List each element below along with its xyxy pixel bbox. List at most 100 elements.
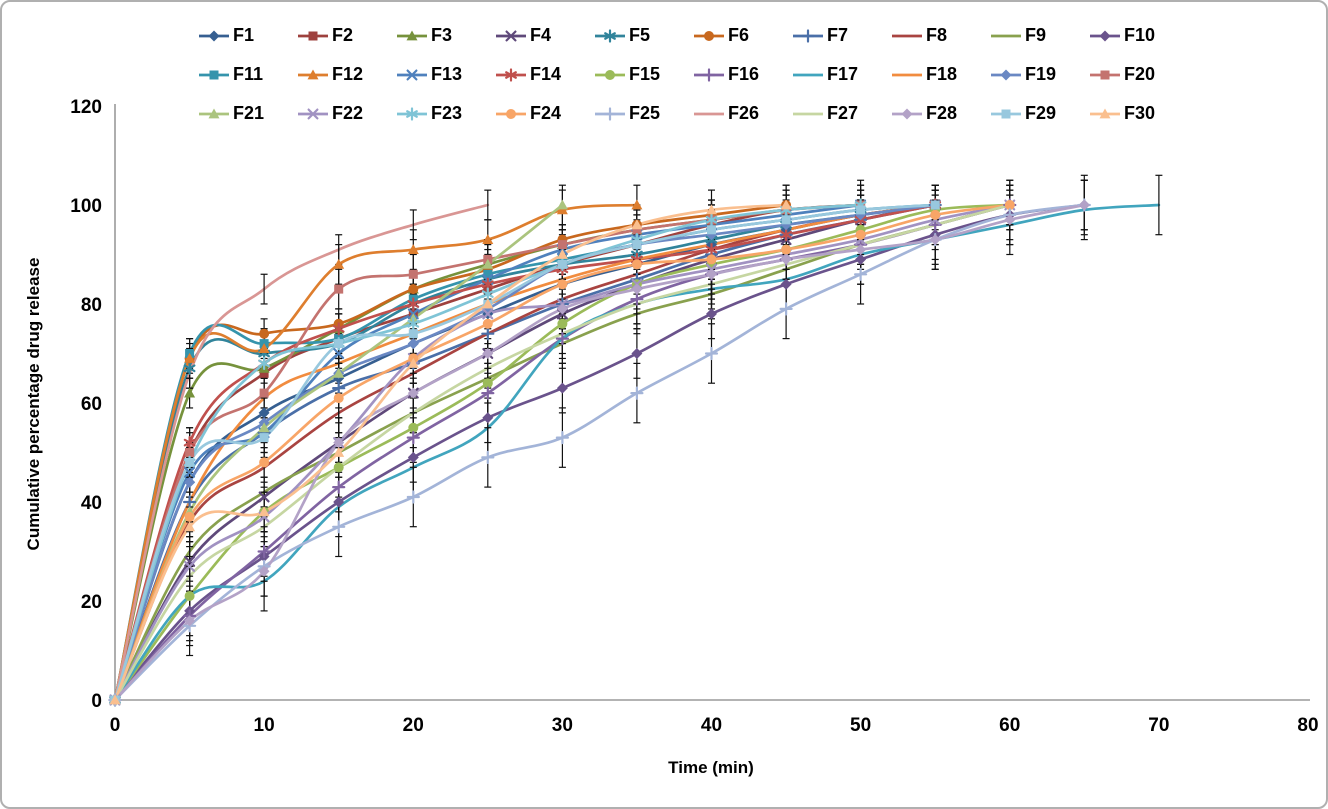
chart-legend: F1 F2 F3 F4 F5 F6 F7 F8 F9 F10 F11 F12 F13 F14 F15 F16 F… <box>198 16 1188 133</box>
legend-label: F4 <box>530 25 552 45</box>
legend-label: F30 <box>1124 103 1156 123</box>
square-marker-icon <box>1090 70 1120 79</box>
series-line-f27 <box>113 203 1012 702</box>
legend-label: F25 <box>629 103 661 123</box>
square-marker-icon <box>298 31 328 40</box>
legend-label: F2 <box>332 25 354 45</box>
plus-marker-icon <box>793 28 823 43</box>
x-tick-label: 40 <box>701 715 722 736</box>
asterisk-marker-icon <box>397 106 427 121</box>
x-tick-label: 80 <box>1297 715 1318 736</box>
plus-marker-icon <box>694 67 724 82</box>
legend-item-f6: F6 <box>693 25 792 46</box>
legend-item-f7: F7 <box>792 25 891 46</box>
legend-item-f12: F12 <box>297 64 396 85</box>
legend-item-f14: F14 <box>495 64 594 85</box>
x-tick-label: 0 <box>110 715 121 736</box>
triangle-marker-icon <box>397 30 427 40</box>
legend-label: F17 <box>827 64 859 84</box>
series-line-f23 <box>113 203 862 702</box>
series-line-f10 <box>113 203 1086 702</box>
legend-label: F14 <box>530 64 562 84</box>
legend-row-1: F1 F2 F3 F4 F5 F6 F7 F8 F9 F10 <box>198 16 1188 55</box>
series-line-f22 <box>113 203 1012 702</box>
legend-item-f25: F25 <box>594 103 693 124</box>
error-bars-f13 <box>186 184 865 493</box>
x-tick-label: 50 <box>850 715 871 736</box>
legend-item-f27: F27 <box>792 103 891 124</box>
legend-row-2: F11 F12 F13 F14 F15 F16 F17 F18 F19 F20 <box>198 55 1188 94</box>
y-tick-label: 20 <box>81 592 102 613</box>
asterisk-marker-icon <box>595 28 625 43</box>
legend-item-f17: F17 <box>792 64 891 85</box>
legend-item-f21: F21 <box>198 103 297 124</box>
legend-item-f3: F3 <box>396 25 495 46</box>
legend-item-f15: F15 <box>594 64 693 85</box>
series-line-f25 <box>113 203 1086 702</box>
legend-label: F28 <box>926 103 958 123</box>
legend-item-f19: F19 <box>990 64 1089 85</box>
x-tick-label: 30 <box>552 715 573 736</box>
x-axis-title: Time (min) <box>668 758 754 777</box>
legend-item-f9: F9 <box>990 25 1089 46</box>
legend-item-f18: F18 <box>891 64 990 85</box>
legend-item-f23: F23 <box>396 103 495 124</box>
legend-label: F12 <box>332 64 364 84</box>
legend-item-f26: F26 <box>693 103 792 124</box>
circle-marker-icon <box>694 30 724 41</box>
legend-item-f10: F10 <box>1089 25 1188 46</box>
legend-label: F5 <box>629 25 651 45</box>
legend-label: F18 <box>926 64 958 84</box>
diamond-marker-icon <box>199 30 229 41</box>
x-tick-label: 60 <box>999 715 1020 736</box>
legend-label: F23 <box>431 103 463 123</box>
circle-marker-icon <box>496 108 526 119</box>
none-marker-icon <box>892 34 922 37</box>
diamond-marker-icon <box>1090 30 1120 41</box>
legend-label: F1 <box>233 25 255 45</box>
triangle-marker-icon <box>199 108 229 118</box>
legend-label: F22 <box>332 103 364 123</box>
x-tick-label: 70 <box>1148 715 1169 736</box>
legend-label: F24 <box>530 103 562 123</box>
none-marker-icon <box>991 34 1021 37</box>
asterisk-marker-icon <box>496 67 526 82</box>
none-marker-icon <box>793 73 823 76</box>
legend-item-f8: F8 <box>891 25 990 46</box>
square-marker-icon <box>199 70 229 79</box>
diamond-marker-icon <box>991 69 1021 80</box>
legend-label: F9 <box>1025 25 1047 45</box>
x-tick-label: 10 <box>254 715 275 736</box>
y-tick-label: 40 <box>81 493 102 514</box>
legend-row-3: F21 F22 F23 F24 F25 F26 F27 F28 F29 F30 <box>198 94 1188 133</box>
legend-item-f2: F2 <box>297 25 396 46</box>
series-line-f24 <box>113 203 1012 702</box>
legend-label: F8 <box>926 25 948 45</box>
triangle-marker-icon <box>1090 108 1120 118</box>
legend-item-f11: F11 <box>198 64 297 85</box>
series-line-f12 <box>113 203 639 702</box>
none-marker-icon <box>694 112 724 115</box>
legend-item-f4: F4 <box>495 25 594 46</box>
legend-label: F13 <box>431 64 463 84</box>
legend-label: F26 <box>728 103 760 123</box>
legend-item-f20: F20 <box>1089 64 1188 85</box>
legend-item-f29: F29 <box>990 103 1089 124</box>
square-marker-icon <box>991 109 1021 118</box>
series-line-f28 <box>113 203 1086 702</box>
legend-label: F21 <box>233 103 265 123</box>
none-marker-icon <box>892 73 922 76</box>
y-tick-label: 0 <box>91 691 102 712</box>
diamond-marker-icon <box>892 108 922 119</box>
legend-label: F16 <box>728 64 760 84</box>
legend-label: F19 <box>1025 64 1057 84</box>
series-markers-f30 <box>109 199 792 705</box>
circle-marker-icon <box>595 69 625 80</box>
legend-label: F15 <box>629 64 661 84</box>
legend-label: F10 <box>1124 25 1156 45</box>
legend-label: F7 <box>827 25 849 45</box>
error-bars-f17 <box>186 174 1163 627</box>
legend-item-f13: F13 <box>396 64 495 85</box>
legend-label: F3 <box>431 25 453 45</box>
x-marker-icon <box>496 29 526 41</box>
